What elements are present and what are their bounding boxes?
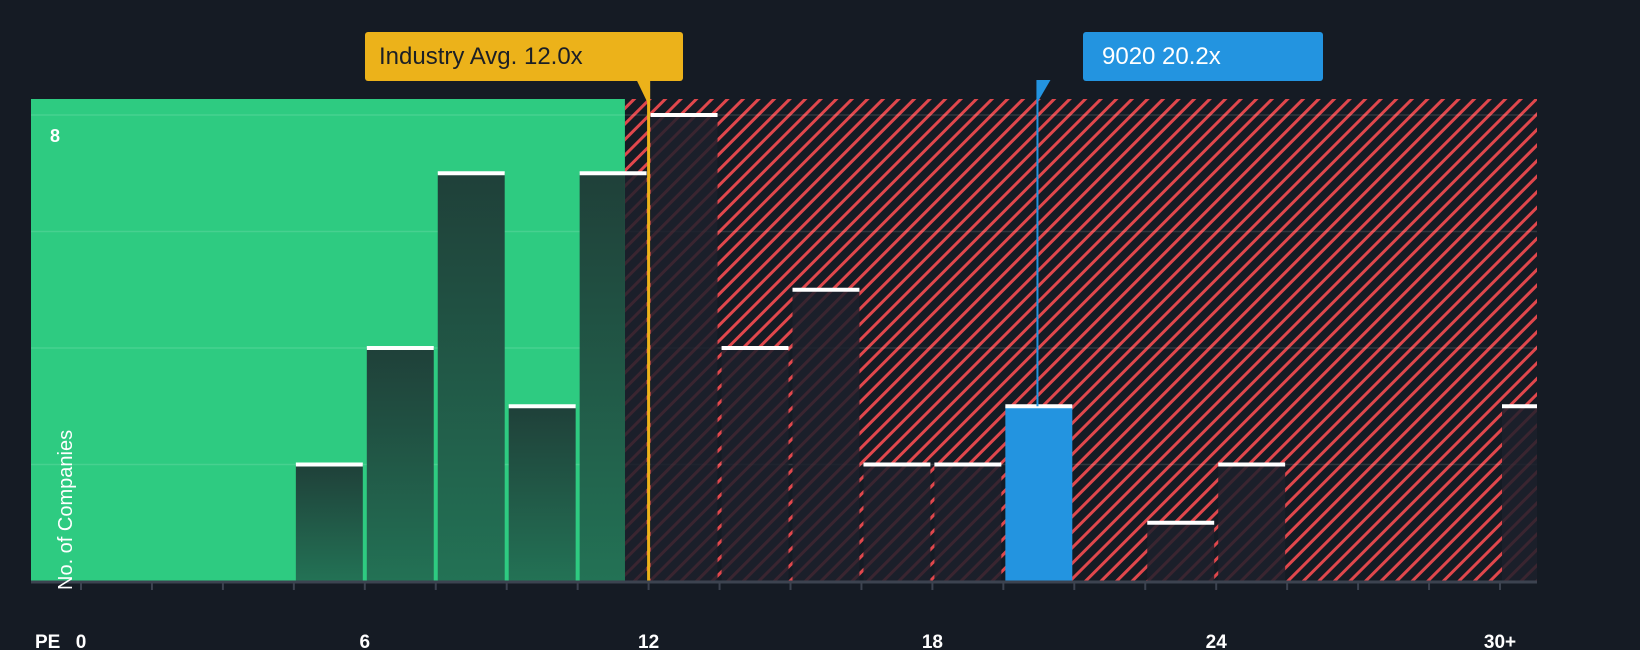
bar-body bbox=[508, 406, 576, 581]
x-tick-label: 18 bbox=[922, 632, 943, 650]
bar-body bbox=[650, 115, 718, 581]
bar-body bbox=[792, 289, 860, 581]
histogram-bar bbox=[934, 462, 1002, 581]
markers bbox=[636, 80, 1051, 581]
bar-cap bbox=[579, 171, 647, 176]
histogram-bar bbox=[1218, 462, 1286, 581]
bar-segment bbox=[624, 173, 647, 581]
bar-cap bbox=[366, 346, 434, 350]
histogram-bar bbox=[366, 346, 434, 581]
bar-cap bbox=[650, 113, 718, 117]
histogram-bar bbox=[1147, 520, 1215, 581]
x-axis: PE 0 6 12 18 24 30+ bbox=[31, 580, 1537, 650]
histogram-bar bbox=[437, 171, 505, 581]
bar-cap bbox=[1502, 404, 1537, 409]
bar-cap bbox=[508, 404, 576, 409]
industry-average-callout: Industry Avg. 12.0x bbox=[365, 32, 683, 81]
bar-body bbox=[366, 348, 434, 581]
company-callout-pointer bbox=[1036, 80, 1051, 104]
bar-cap bbox=[934, 462, 1002, 467]
bar-cap bbox=[721, 346, 789, 350]
x-tick-label: 30+ bbox=[1484, 632, 1516, 650]
histogram-bar bbox=[650, 113, 718, 581]
bar-cap bbox=[295, 462, 363, 467]
bar-body bbox=[1147, 522, 1215, 581]
histogram-bar bbox=[721, 346, 789, 581]
y-axis-title: No. of Companies bbox=[55, 429, 77, 590]
x-tick-label: 24 bbox=[1206, 632, 1228, 650]
bar-segment bbox=[579, 173, 625, 581]
x-axis-title: PE bbox=[35, 632, 60, 650]
histogram-bar bbox=[508, 404, 576, 581]
bar-body bbox=[437, 173, 505, 581]
industry-callout-pointer bbox=[636, 80, 651, 108]
bar-body bbox=[721, 348, 789, 581]
bar-cap bbox=[1147, 520, 1215, 525]
bar-cap bbox=[1218, 462, 1286, 467]
bar-cap bbox=[1005, 404, 1073, 409]
bar-body bbox=[1218, 464, 1286, 581]
x-tick-label: 6 bbox=[360, 632, 371, 650]
histogram-bar bbox=[579, 171, 647, 581]
bar-body bbox=[295, 464, 363, 581]
histogram-bar bbox=[1502, 404, 1537, 581]
bar-cap bbox=[437, 171, 505, 176]
bars bbox=[295, 113, 1537, 581]
y-max-label: 8 bbox=[50, 126, 61, 146]
bar-cap bbox=[792, 287, 860, 292]
company-pe-callout: 9020 20.2x bbox=[1083, 32, 1323, 81]
bar-body bbox=[863, 464, 931, 581]
x-tick-label: 0 bbox=[76, 632, 87, 650]
highlighted-bar bbox=[1005, 404, 1073, 581]
histogram-bar bbox=[863, 462, 931, 581]
x-tick-label: 12 bbox=[638, 632, 659, 650]
bar-cap bbox=[863, 462, 931, 467]
bar-body bbox=[1502, 406, 1537, 581]
bar-body bbox=[934, 464, 1002, 581]
bar-body bbox=[1005, 406, 1073, 581]
histogram-bar bbox=[295, 462, 363, 581]
histogram-bar bbox=[792, 287, 860, 581]
